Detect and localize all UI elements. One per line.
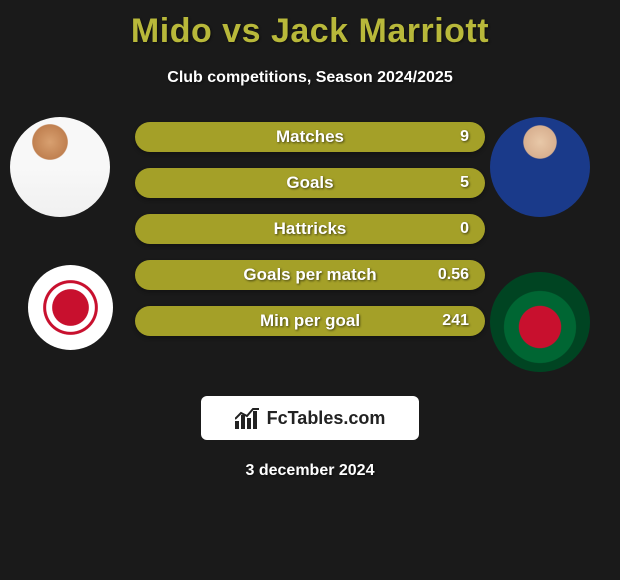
comparison-panel: Matches 9 Goals 5 Hattricks 0 Goals per … xyxy=(0,117,620,480)
stat-row: Hattricks 0 xyxy=(135,214,485,244)
player-right-photo xyxy=(490,117,590,217)
stat-value: 9 xyxy=(460,128,469,146)
club-left-badge xyxy=(28,265,113,350)
stat-row: Goals 5 xyxy=(135,168,485,198)
player-left-photo xyxy=(10,117,110,217)
stat-label: Min per goal xyxy=(135,311,485,331)
page-title: Mido vs Jack Marriott xyxy=(0,0,620,51)
stat-label: Goals per match xyxy=(135,265,485,285)
stat-label: Goals xyxy=(135,173,485,193)
subtitle: Club competitions, Season 2024/2025 xyxy=(0,69,620,87)
brand-badge: FcTables.com xyxy=(201,396,419,440)
stat-label: Hattricks xyxy=(135,219,485,239)
stat-value: 241 xyxy=(442,312,469,330)
stat-row: Goals per match 0.56 xyxy=(135,260,485,290)
stat-value: 5 xyxy=(460,174,469,192)
stat-value: 0.56 xyxy=(438,266,469,284)
stat-row: Matches 9 xyxy=(135,122,485,152)
club-right-badge xyxy=(490,272,590,372)
bar-chart-icon xyxy=(235,407,261,429)
date: 3 december 2024 xyxy=(0,462,620,480)
stat-bars: Matches 9 Goals 5 Hattricks 0 Goals per … xyxy=(135,117,485,336)
stat-row: Min per goal 241 xyxy=(135,306,485,336)
stat-value: 0 xyxy=(460,220,469,238)
stat-label: Matches xyxy=(135,127,485,147)
brand-text: FcTables.com xyxy=(267,408,386,429)
